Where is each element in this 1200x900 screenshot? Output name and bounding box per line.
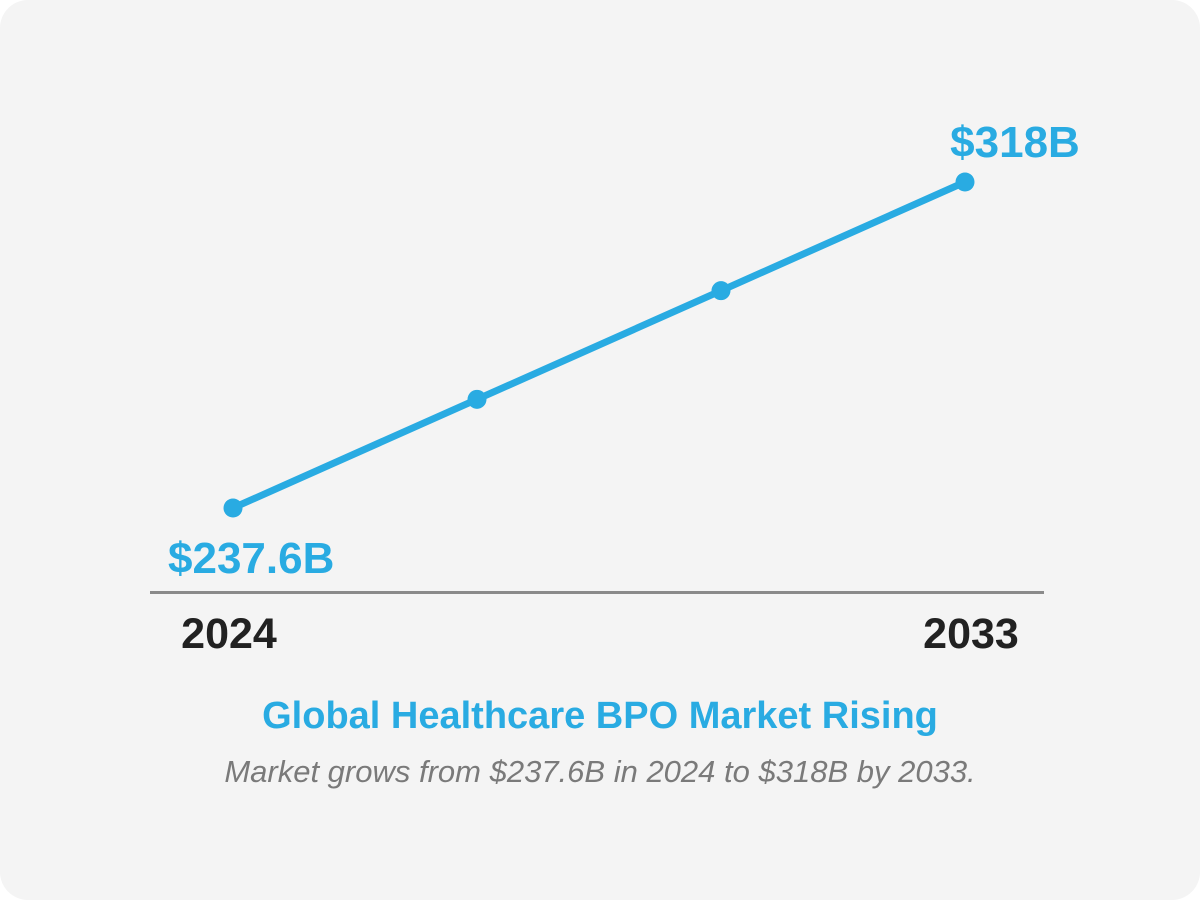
data-point bbox=[467, 389, 487, 409]
x-axis-line bbox=[150, 591, 1044, 594]
data-point bbox=[223, 498, 243, 518]
axis-label-2033: 2033 bbox=[923, 610, 1019, 658]
data-point bbox=[955, 172, 975, 192]
trend-line bbox=[229, 178, 969, 512]
axis-label-2024: 2024 bbox=[181, 610, 277, 658]
data-point bbox=[711, 281, 731, 301]
chart-subtitle: Market grows from $237.6B in 2024 to $31… bbox=[224, 754, 976, 789]
end-value-label: $318B bbox=[950, 118, 1080, 167]
start-value-label: $237.6B bbox=[168, 534, 335, 583]
chart-title: Global Healthcare BPO Market Rising bbox=[262, 695, 938, 737]
